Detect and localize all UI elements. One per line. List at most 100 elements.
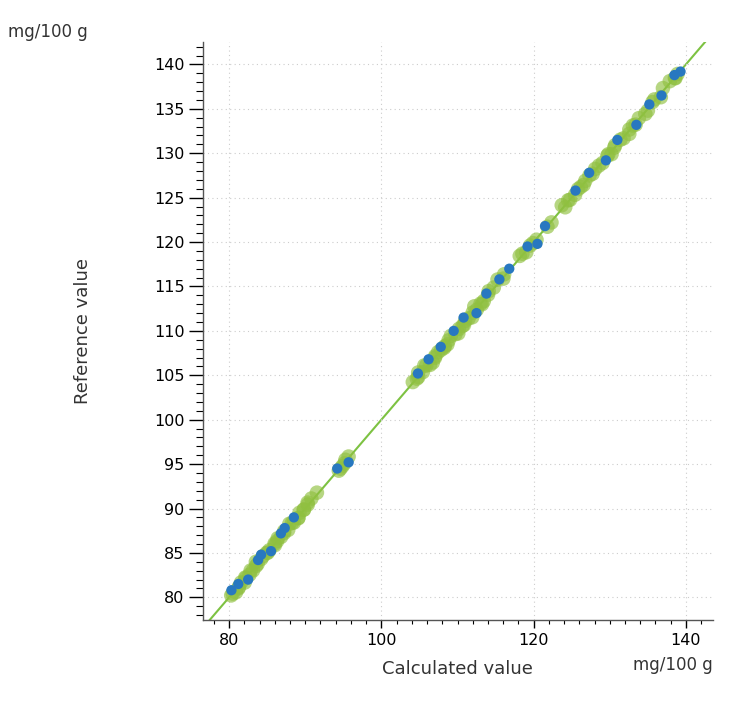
Point xyxy=(481,288,493,299)
Point xyxy=(340,454,352,465)
Point xyxy=(412,368,424,379)
Point xyxy=(263,545,275,556)
Point xyxy=(338,458,350,469)
Point xyxy=(298,504,310,515)
Point xyxy=(292,513,304,524)
Point xyxy=(445,330,457,341)
Point xyxy=(569,185,581,196)
Text: mg/100 g: mg/100 g xyxy=(633,656,712,674)
Point xyxy=(527,237,539,249)
Point xyxy=(584,167,596,178)
Point xyxy=(435,344,447,356)
Point xyxy=(482,289,494,301)
Point xyxy=(545,217,557,228)
Point xyxy=(457,320,469,332)
Point xyxy=(298,504,310,515)
Point xyxy=(225,590,237,601)
Point xyxy=(623,124,635,135)
Point xyxy=(257,551,269,562)
Point xyxy=(250,556,262,567)
Point xyxy=(239,572,251,583)
Point xyxy=(629,119,641,130)
Point xyxy=(247,565,259,576)
Point xyxy=(609,139,621,151)
Point xyxy=(517,248,529,259)
Point xyxy=(491,274,503,285)
Point xyxy=(668,70,680,81)
Point xyxy=(614,134,626,145)
Point xyxy=(432,346,444,358)
Point xyxy=(564,194,576,206)
Point xyxy=(230,586,242,598)
Point xyxy=(655,92,667,103)
Point xyxy=(605,149,617,160)
Point xyxy=(497,273,509,284)
Point xyxy=(578,180,590,191)
Point xyxy=(255,553,267,565)
Point xyxy=(542,221,554,232)
Point xyxy=(494,274,506,285)
Point xyxy=(627,120,639,131)
Point xyxy=(623,128,635,139)
Point xyxy=(232,582,244,593)
Point xyxy=(514,250,526,261)
Point xyxy=(422,353,434,365)
Point xyxy=(413,372,424,383)
Point xyxy=(305,493,317,504)
Point xyxy=(483,286,495,297)
Point xyxy=(435,341,447,353)
Point xyxy=(226,588,238,599)
Point xyxy=(262,547,274,558)
Point xyxy=(235,577,247,588)
Point xyxy=(244,569,256,580)
Point xyxy=(664,75,676,87)
Point xyxy=(602,150,613,161)
Point xyxy=(671,68,683,80)
Point xyxy=(644,99,656,110)
Point xyxy=(669,73,681,84)
Point xyxy=(261,547,273,558)
Point xyxy=(286,517,298,529)
Point xyxy=(251,558,263,570)
Point xyxy=(589,163,601,175)
Point xyxy=(265,546,277,557)
Point xyxy=(524,240,536,251)
Point xyxy=(268,538,280,549)
Point xyxy=(438,342,450,353)
Point xyxy=(449,329,461,340)
Point xyxy=(302,497,313,508)
Point xyxy=(232,579,244,590)
Point xyxy=(674,66,686,77)
Point xyxy=(250,560,262,572)
Point xyxy=(334,463,346,474)
Point xyxy=(284,518,296,529)
Point xyxy=(539,220,551,232)
Point xyxy=(471,304,483,315)
Point xyxy=(226,584,238,596)
Point xyxy=(466,307,478,318)
Point xyxy=(453,323,465,334)
Point xyxy=(278,527,290,539)
Point xyxy=(560,201,572,213)
Point xyxy=(642,105,654,116)
Point xyxy=(596,158,608,169)
Point xyxy=(579,175,591,187)
Text: mg/100 g: mg/100 g xyxy=(8,23,87,41)
Point xyxy=(475,298,487,309)
Point xyxy=(439,341,451,352)
Point xyxy=(272,536,284,547)
Point xyxy=(476,298,488,310)
Point xyxy=(633,113,645,124)
Point xyxy=(333,465,345,477)
Point xyxy=(503,263,515,275)
Point xyxy=(468,301,480,312)
Point xyxy=(593,160,605,171)
Point xyxy=(442,339,454,350)
Point xyxy=(586,168,598,180)
Point xyxy=(429,351,441,362)
Point xyxy=(252,554,264,565)
Point xyxy=(530,234,542,246)
Point xyxy=(470,308,482,319)
Point xyxy=(288,512,300,523)
Point xyxy=(569,189,581,201)
